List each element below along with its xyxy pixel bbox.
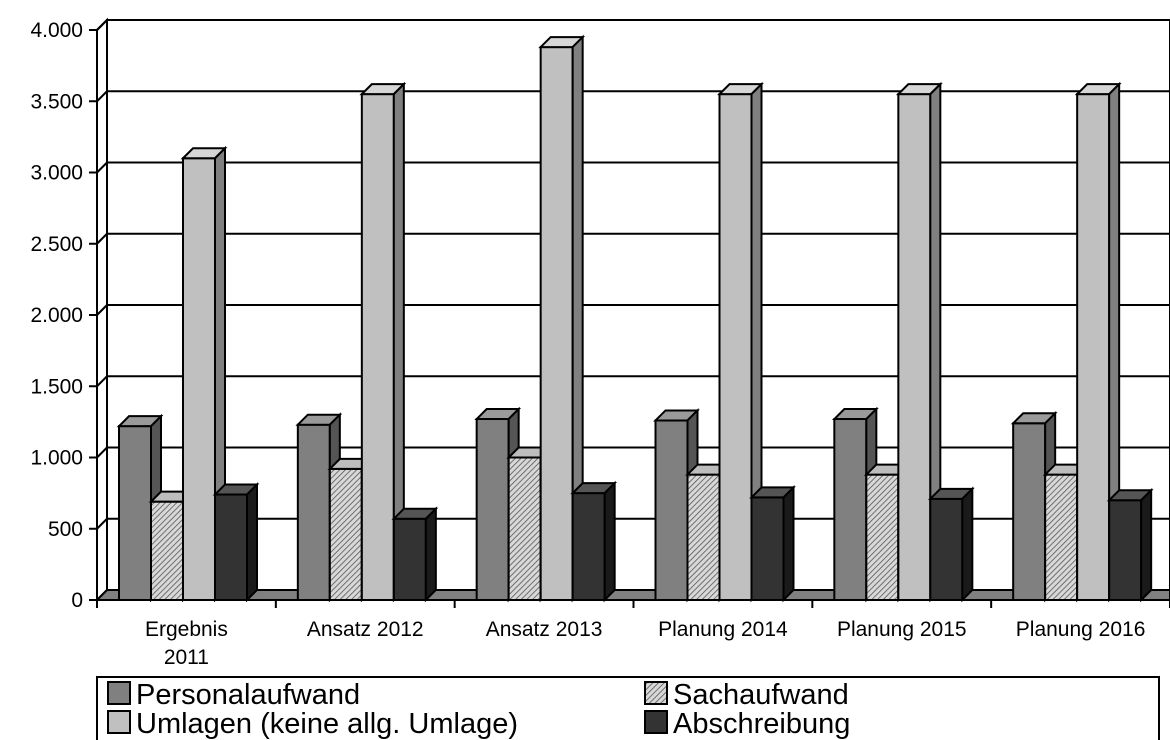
bar-front [296,423,331,601]
x-category-label: Ergebnis [145,618,228,641]
bar-front [328,467,363,601]
legend-swatch [107,710,131,734]
bar [927,486,975,603]
y-tick-label: 2.000 [30,304,83,327]
bar-front [214,493,248,601]
y-tick-label: 1.500 [30,375,83,398]
x-category-label: 2011 [164,646,209,669]
bar [180,145,228,603]
bar-side [961,486,974,603]
bar-front [750,496,785,601]
legend-swatch [644,710,668,734]
legend-label: Personalaufwand [136,679,360,711]
bar-front [1076,93,1111,601]
gridline-side [96,233,108,245]
bar-front [392,517,427,602]
bar-side [603,480,616,603]
y-tick-label: 4.000 [30,19,83,42]
bar [1010,410,1058,603]
gridline-side [96,19,108,31]
bar-side [246,482,258,603]
bar-front [571,492,606,601]
x-category-label: Planung 2014 [658,618,788,641]
x-category-label: Ansatz 2012 [307,618,424,641]
bar-front [1012,422,1047,601]
x-axis-categories: Ergebnis 2011 Ansatz 2012 Ansatz 2013 Planun… [145,618,1145,669]
y-tick-label: 500 [48,518,83,541]
bar-front [360,93,395,601]
bar-front [475,418,510,601]
legend-label: Sachaufwand [673,679,849,711]
bars [116,34,1154,603]
bar-front [718,93,753,601]
gridline-side [96,161,108,174]
bar-front [686,473,721,602]
bar-front [507,456,542,601]
y-tick-label: 0 [71,589,83,612]
y-tick-label: 2.500 [30,233,83,256]
y-tick-label: 1.000 [30,447,83,470]
gridline-side [96,304,108,316]
bar-front [182,157,216,601]
x-category-label: Planung 2016 [1016,618,1146,641]
bar-front [118,425,152,601]
bar [212,482,260,603]
y-axis-ticks: 0 500 1.000 1.500 2.000 2.500 3.000 3.500 4.000 [30,19,97,612]
bar-front [929,497,964,602]
gridline-side [96,518,108,530]
bar [717,81,764,603]
x-category-label: Planung 2015 [837,618,967,641]
bar [895,81,943,603]
gridlines [96,19,1170,530]
floor [94,589,1170,601]
bar-front [1044,473,1079,602]
gridline-side [96,375,108,387]
bar [391,506,439,603]
legend-label: Abschreibung [673,708,850,740]
gridline-side [96,90,108,102]
bar-front [897,93,932,601]
legend-box [96,676,1160,740]
bar-front [833,418,868,601]
bar-front [865,473,900,602]
legend-swatch [644,681,668,705]
bar [831,406,879,603]
gridline-side [96,446,108,459]
bar-side [1140,487,1153,603]
bar-front [654,419,689,602]
bar [538,34,586,603]
bar-front [539,46,574,602]
y-tick-label: 3.000 [30,162,83,185]
bar-side [782,484,795,603]
bar-front [1108,499,1143,601]
legend-label: Umlagen (keine allg. Umlage) [136,708,518,740]
bar [1106,487,1154,603]
bar-front [150,500,184,601]
y-tick-label: 3.500 [30,90,83,113]
bar-side [424,506,437,603]
x-category-label: Ansatz 2013 [486,618,603,641]
bar [359,81,407,603]
legend-swatch [107,681,131,705]
bar [570,480,618,603]
legend: Personalaufwand Sachaufwand Umlagen (keine… [96,676,1160,740]
bar [749,484,796,603]
